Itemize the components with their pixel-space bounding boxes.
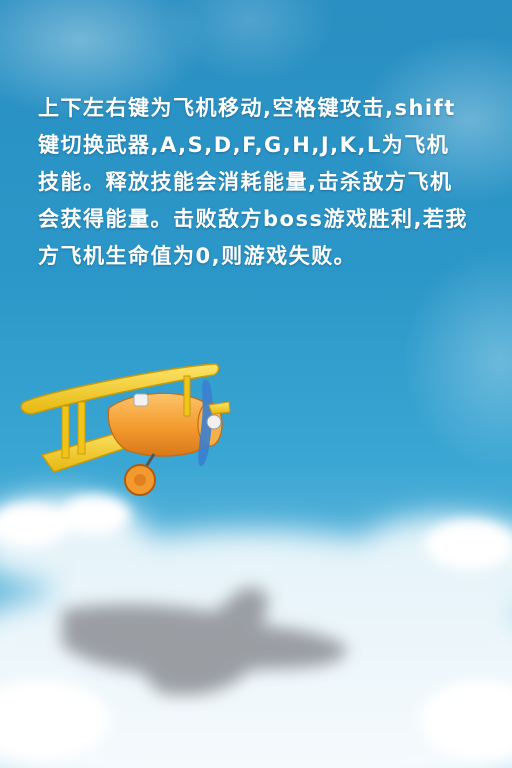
plane-shadow-icon: [62, 587, 347, 696]
instructions-text: 上下左右键为飞机移动,空格键攻击,shift键切换武器,A,S,D,F,G,H,…: [38, 96, 468, 268]
biplane-icon: [20, 363, 231, 496]
